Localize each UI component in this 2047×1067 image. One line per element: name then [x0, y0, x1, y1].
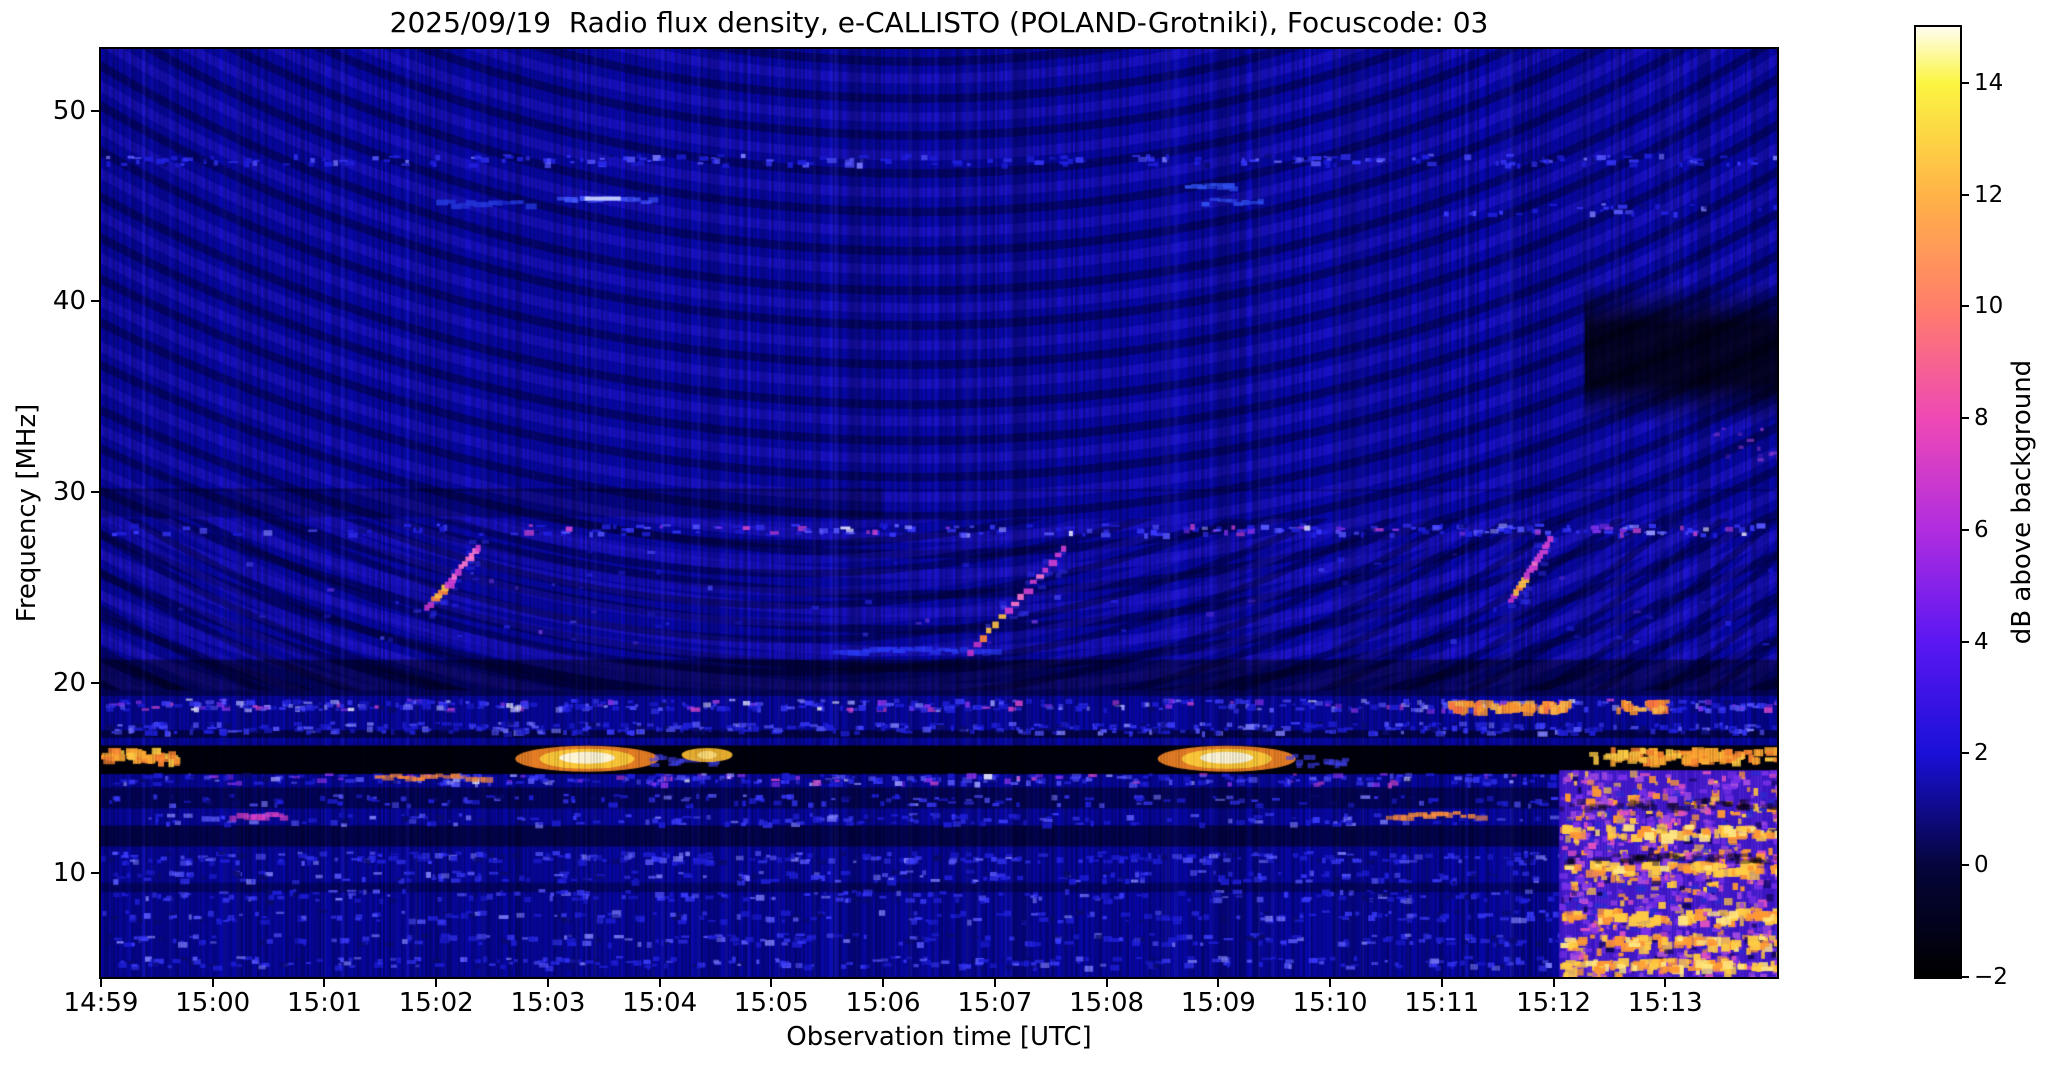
tick-mark [1962, 528, 1969, 531]
x-tick-label: 14:59 [63, 988, 139, 1018]
tick-mark [1217, 979, 1220, 987]
tick-mark [91, 109, 99, 112]
colorbar-tick-label: 14 [1974, 69, 2004, 96]
colorbar-tick-label: 6 [1974, 516, 1989, 543]
x-axis-label: Observation time [UTC] [786, 1022, 1092, 1052]
tick-mark [211, 979, 214, 987]
y-tick-label: 50 [52, 95, 86, 126]
x-tick-label: 15:11 [1404, 988, 1480, 1018]
x-tick-label: 15:09 [1180, 988, 1256, 1018]
tick-mark [1962, 976, 1969, 978]
tick-mark [1962, 193, 1969, 196]
colorbar-label: dB above background [2007, 359, 2037, 645]
plot-area-frame [99, 47, 1779, 979]
tick-mark [882, 979, 885, 987]
tick-mark [1552, 979, 1555, 987]
x-tick-label: 15:06 [845, 988, 921, 1018]
tick-mark [100, 979, 102, 987]
x-tick-label: 15:03 [510, 988, 586, 1018]
tick-mark [546, 979, 549, 987]
tick-mark [1962, 305, 1969, 308]
x-tick-label: 15:10 [1292, 988, 1368, 1018]
x-tick-label: 15:04 [622, 988, 698, 1018]
tick-mark [770, 979, 773, 987]
tick-mark [1962, 417, 1969, 420]
tick-mark [91, 872, 99, 875]
colorbar-tick-label: 8 [1974, 405, 1989, 432]
colorbar-tick-label: −2 [1974, 964, 2008, 990]
chart-title: 2025/09/19 Radio flux density, e-CALLIST… [389, 6, 1489, 39]
tick-mark [91, 681, 99, 684]
colorbar-gradient [1916, 27, 1960, 977]
colorbar-tick-label: 12 [1974, 181, 2004, 208]
colorbar-tick-label: 2 [1974, 740, 1989, 767]
x-tick-label: 15:07 [957, 988, 1033, 1018]
x-tick-label: 15:01 [286, 988, 362, 1018]
colorbar-tick-label: 10 [1974, 293, 2004, 320]
tick-mark [91, 491, 99, 494]
tick-mark [1962, 752, 1969, 755]
y-tick-label: 30 [52, 477, 86, 508]
x-tick-label: 15:08 [1069, 988, 1145, 1018]
tick-mark [1329, 979, 1332, 987]
tick-mark [91, 300, 99, 303]
tick-mark [1105, 979, 1108, 987]
tick-mark [1440, 979, 1443, 987]
tick-mark [1962, 81, 1969, 84]
x-tick-label: 15:12 [1516, 988, 1591, 1018]
y-tick-label: 40 [52, 286, 86, 317]
x-tick-label: 15:00 [175, 988, 251, 1018]
colorbar [1914, 25, 1962, 979]
tick-mark [435, 979, 438, 987]
x-tick-label: 15:02 [398, 988, 474, 1018]
tick-mark [323, 979, 326, 987]
x-tick-label: 15:13 [1627, 988, 1703, 1018]
tick-mark [658, 979, 661, 987]
colorbar-tick-label: 0 [1974, 852, 1989, 879]
colorbar-tick-label: 4 [1974, 628, 1989, 655]
tick-mark [993, 979, 996, 987]
tick-mark [1962, 864, 1969, 867]
tick-mark [1664, 979, 1667, 987]
tick-mark [1962, 640, 1969, 643]
x-tick-label: 15:05 [733, 988, 809, 1018]
spectrogram-canvas [101, 49, 1777, 977]
y-axis-label: Frequency [MHz] [12, 403, 42, 623]
y-tick-label: 10 [52, 858, 86, 889]
y-tick-label: 20 [52, 667, 86, 698]
